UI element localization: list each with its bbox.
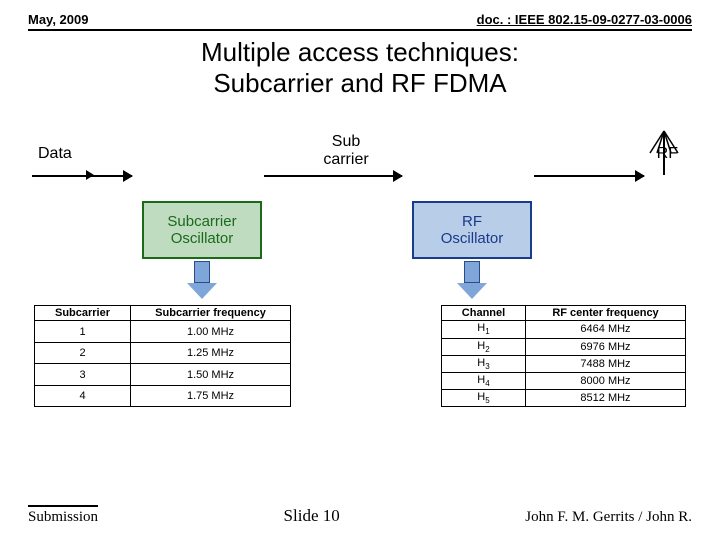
footer: Submission Slide 10 John F. M. Gerrits /…: [28, 505, 692, 526]
table-row: H58512 MHz: [442, 390, 686, 407]
footer-submission: Submission: [28, 505, 98, 526]
t2-h0: Channel: [442, 306, 526, 321]
table-row: H16464 MHz: [442, 321, 686, 338]
diagram-svg: [28, 127, 692, 297]
slide-title: Multiple access techniques: Subcarrier a…: [28, 37, 692, 99]
table-row: 21.25 MHz: [35, 342, 291, 363]
t1-h0: Subcarrier: [35, 306, 131, 321]
table-row: H26976 MHz: [442, 338, 686, 355]
footer-slide: Slide 10: [284, 506, 340, 526]
table-row: H37488 MHz: [442, 355, 686, 372]
table-row: 41.75 MHz: [35, 385, 291, 406]
down-arrow-right: [457, 261, 487, 299]
title-line1: Multiple access techniques:: [28, 37, 692, 68]
header-date: May, 2009: [28, 12, 88, 27]
table-row: 31.50 MHz: [35, 364, 291, 385]
header-bar: May, 2009 doc. : IEEE 802.15-09-0277-03-…: [28, 12, 692, 31]
box-rf-osc: RF Oscillator: [412, 201, 532, 259]
header-docref: doc. : IEEE 802.15-09-0277-03-0006: [477, 12, 692, 27]
slide-page: May, 2009 doc. : IEEE 802.15-09-0277-03-…: [0, 0, 720, 540]
table-row: H48000 MHz: [442, 372, 686, 389]
box-subcarrier-osc: Subcarrier Oscillator: [142, 201, 262, 259]
title-line2: Subcarrier and RF FDMA: [28, 68, 692, 99]
table-row: 11.00 MHz: [35, 321, 291, 342]
signal-chain-diagram: Data Sub carrier RF Subcarrier Oscillato…: [28, 127, 692, 297]
t2-h1: RF center frequency: [526, 306, 686, 321]
footer-author: John F. M. Gerrits / John R.: [525, 509, 692, 526]
subcarrier-table: Subcarrier Subcarrier frequency 11.00 MH…: [34, 305, 291, 407]
rf-channel-table: Channel RF center frequency H16464 MHzH2…: [441, 305, 686, 407]
tables-row: Subcarrier Subcarrier frequency 11.00 MH…: [28, 305, 692, 407]
t1-h1: Subcarrier frequency: [131, 306, 291, 321]
down-arrow-left: [187, 261, 217, 299]
